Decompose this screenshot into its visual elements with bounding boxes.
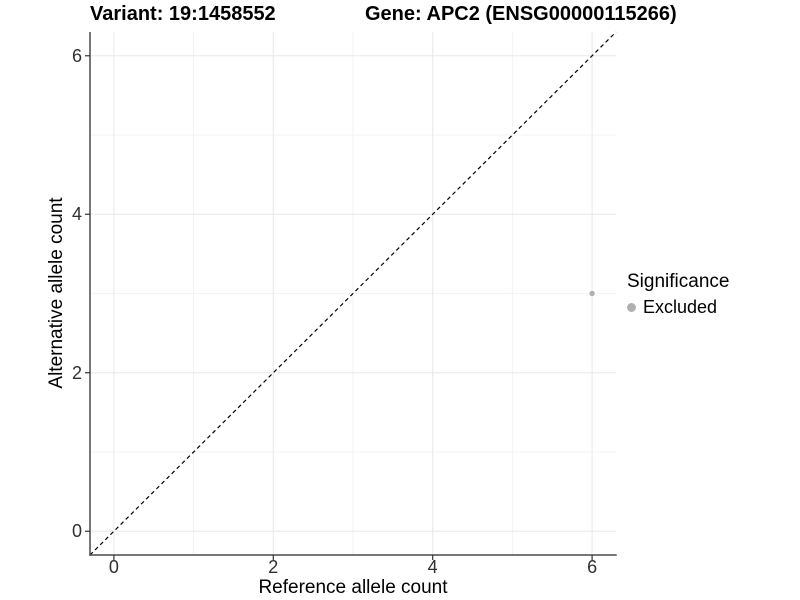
minor-gridlines <box>90 32 616 555</box>
x-tick-label: 6 <box>587 557 598 577</box>
legend-item-excluded: Excluded <box>627 296 729 318</box>
data-point <box>589 290 595 297</box>
legend: Significance Excluded <box>627 270 729 318</box>
legend-item-label: Excluded <box>643 297 718 317</box>
x-axis-title: Reference allele count <box>258 577 448 598</box>
x-tick-label: 4 <box>427 557 438 577</box>
y-tick-label: 0 <box>71 521 82 542</box>
y-tick-label: 6 <box>71 45 82 66</box>
y-tick-label: 4 <box>71 204 82 225</box>
tick-marks <box>85 55 593 560</box>
legend-title: Significance <box>627 271 730 292</box>
x-tick-label: 2 <box>268 557 279 577</box>
y-tick-label: 2 <box>71 362 82 383</box>
y-axis-title: Alternative allele count <box>46 197 67 389</box>
x-tick-label: 0 <box>108 557 119 577</box>
excluded-point-icon <box>627 302 636 312</box>
axis-lines <box>89 32 617 556</box>
plot-title-gene: Gene: APC2 (ENSG00000115266) <box>365 3 677 25</box>
identity-reference-line <box>89 31 617 556</box>
plot-title-variant: Variant: 19:1458552 <box>90 3 276 25</box>
